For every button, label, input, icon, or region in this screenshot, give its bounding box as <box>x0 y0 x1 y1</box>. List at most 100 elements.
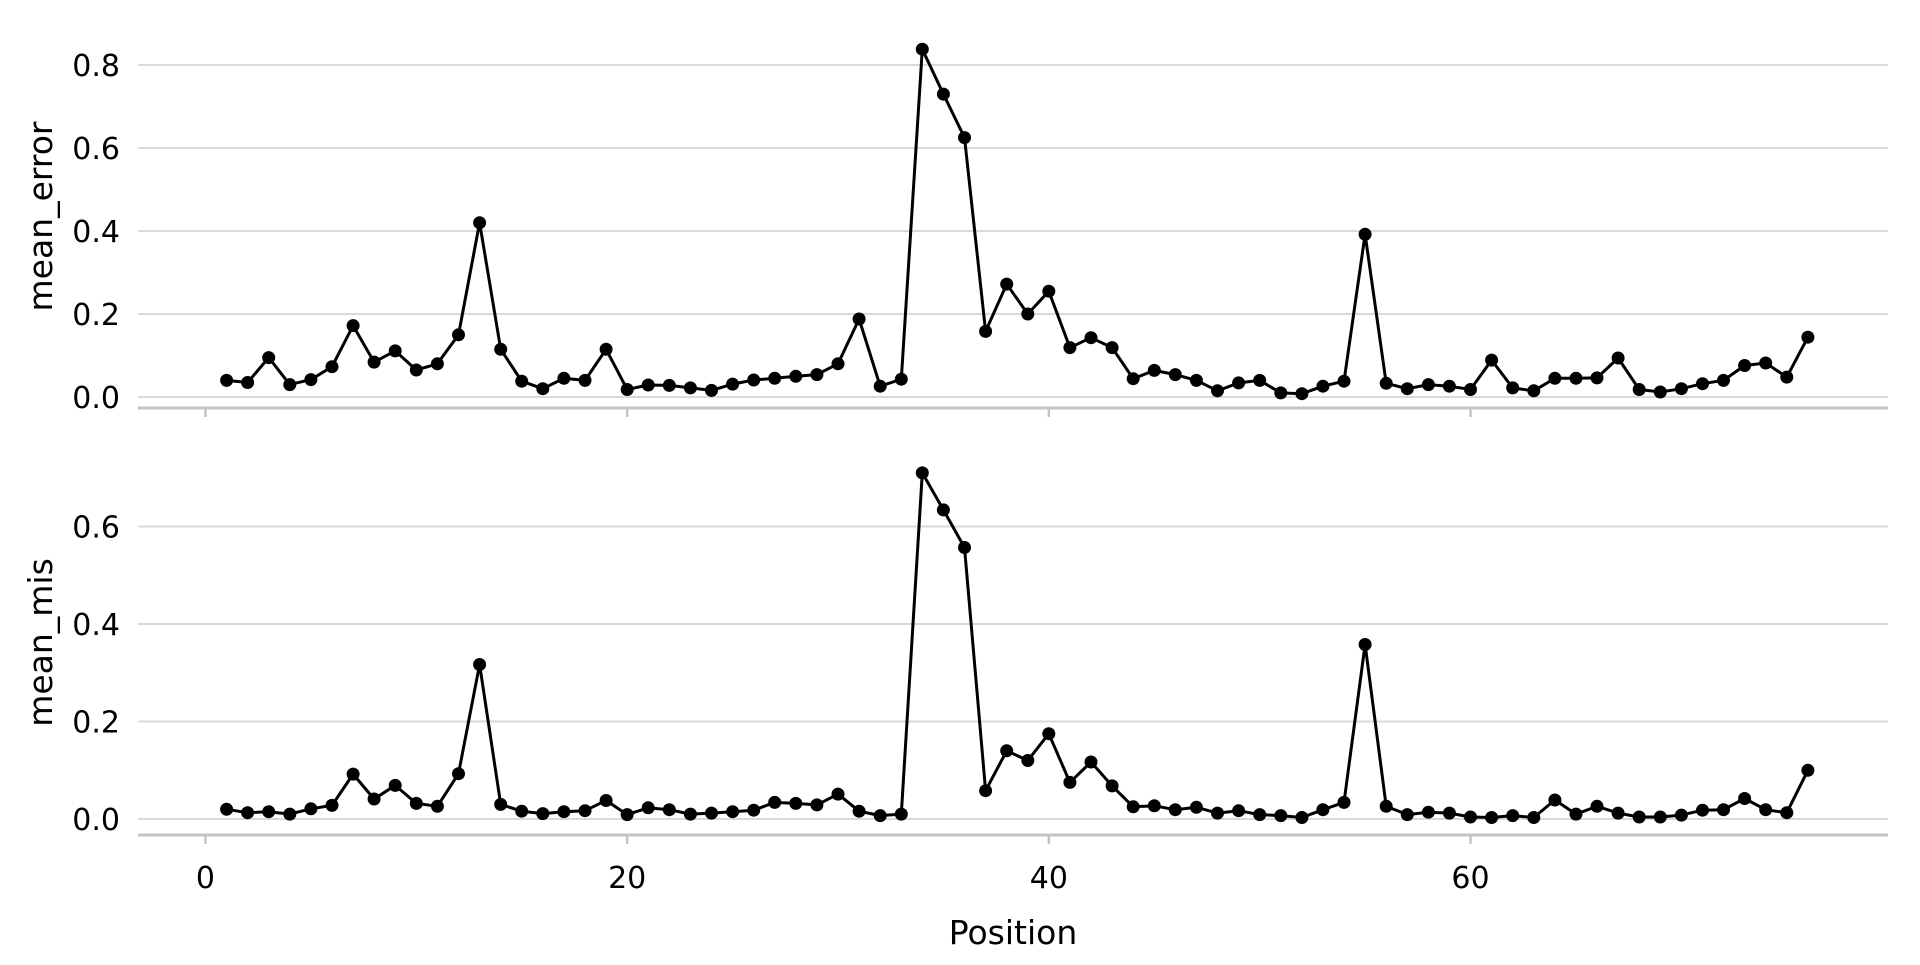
data-point <box>515 804 529 818</box>
x-tick-label: 20 <box>608 861 646 896</box>
data-point <box>1464 810 1477 824</box>
data-point <box>915 42 929 56</box>
x-tick-label: 0 <box>196 861 215 896</box>
data-point <box>515 374 529 388</box>
data-point <box>768 795 782 809</box>
x-tick-labels: 0 20 40 60 <box>196 861 1490 896</box>
data-point <box>789 369 803 383</box>
data-point <box>1548 371 1562 385</box>
data-point <box>683 381 697 395</box>
data-point <box>1000 744 1014 758</box>
data-point <box>346 767 360 781</box>
data-point <box>262 351 276 365</box>
data-point <box>705 383 718 397</box>
data-point <box>1400 382 1414 396</box>
y-tick-label: 0.0 <box>72 803 120 838</box>
data-point <box>1295 387 1309 401</box>
data-point <box>979 324 993 338</box>
data-point <box>1653 385 1667 399</box>
data-point <box>1421 805 1435 819</box>
y-tick-label: 0.6 <box>72 132 120 167</box>
panel-mean_error: 0.0 0.2 0.4 0.6 0.8 mean_error <box>21 42 1888 417</box>
data-point <box>578 373 592 387</box>
panel-mean_mis: 0.0 0.2 0.4 0.6 mean_mis <box>21 466 1888 844</box>
data-point <box>1253 373 1267 387</box>
data-point <box>1400 808 1414 822</box>
data-point <box>1316 379 1330 393</box>
data-point <box>1464 383 1477 396</box>
data-point <box>1759 356 1773 370</box>
data-point <box>768 371 782 385</box>
data-point <box>1316 803 1330 817</box>
data-point <box>1548 793 1562 807</box>
data-point <box>831 357 845 371</box>
data-point <box>936 503 950 517</box>
data-point <box>494 797 508 811</box>
data-point <box>367 792 381 806</box>
data-points <box>220 466 1815 824</box>
data-point <box>726 805 740 819</box>
data-point <box>831 787 845 801</box>
data-point <box>241 376 255 389</box>
data-point <box>1021 307 1035 321</box>
data-point <box>1421 378 1435 392</box>
data-point <box>1021 754 1035 767</box>
data-point <box>1485 353 1499 367</box>
data-point <box>705 806 718 820</box>
data-point <box>1063 341 1077 355</box>
data-point <box>1042 284 1056 298</box>
data-point <box>1358 227 1372 241</box>
data-point <box>1569 807 1583 821</box>
data-point <box>1000 277 1014 291</box>
data-point <box>726 377 740 391</box>
data-point <box>473 216 487 230</box>
data-point <box>810 368 824 382</box>
data-point <box>1801 330 1815 344</box>
data-point <box>430 357 444 371</box>
y-axis-title: mean_mis <box>21 558 60 727</box>
data-point <box>536 807 550 821</box>
data-point <box>1232 804 1246 818</box>
data-point <box>1168 368 1182 382</box>
data-point <box>367 355 381 369</box>
data-point <box>1506 809 1520 823</box>
data-point <box>452 767 465 781</box>
data-point <box>1780 806 1794 820</box>
data-point <box>388 778 402 792</box>
data-point <box>1590 371 1604 385</box>
data-point <box>683 807 697 821</box>
data-point <box>1126 372 1140 386</box>
data-point <box>241 806 255 820</box>
data-point <box>1442 806 1456 820</box>
data-point <box>1527 384 1541 398</box>
data-point <box>1274 809 1288 823</box>
y-tick-label: 0.2 <box>72 298 120 333</box>
data-point <box>557 371 571 385</box>
data-point <box>1147 799 1161 813</box>
data-point <box>1696 377 1709 391</box>
data-point <box>1801 763 1815 777</box>
data-point <box>283 807 297 821</box>
data-point <box>325 360 339 374</box>
data-point <box>1105 779 1119 793</box>
data-point <box>1632 383 1646 396</box>
data-point <box>1738 359 1752 372</box>
y-tick-label: 0.2 <box>72 706 120 741</box>
data-point <box>936 87 950 101</box>
y-tick-label: 0.4 <box>72 215 120 250</box>
data-point <box>1274 386 1288 400</box>
data-point <box>1506 381 1520 395</box>
data-point <box>873 379 887 393</box>
data-point <box>1569 371 1583 385</box>
data-point <box>1674 808 1688 822</box>
data-point <box>452 328 465 342</box>
data-point <box>1485 811 1499 824</box>
data-point <box>1084 755 1098 769</box>
x-tick-label: 40 <box>1030 861 1068 896</box>
data-point <box>1147 363 1161 377</box>
gridlines <box>138 525 1888 820</box>
data-point <box>578 804 592 818</box>
data-point <box>346 319 360 333</box>
